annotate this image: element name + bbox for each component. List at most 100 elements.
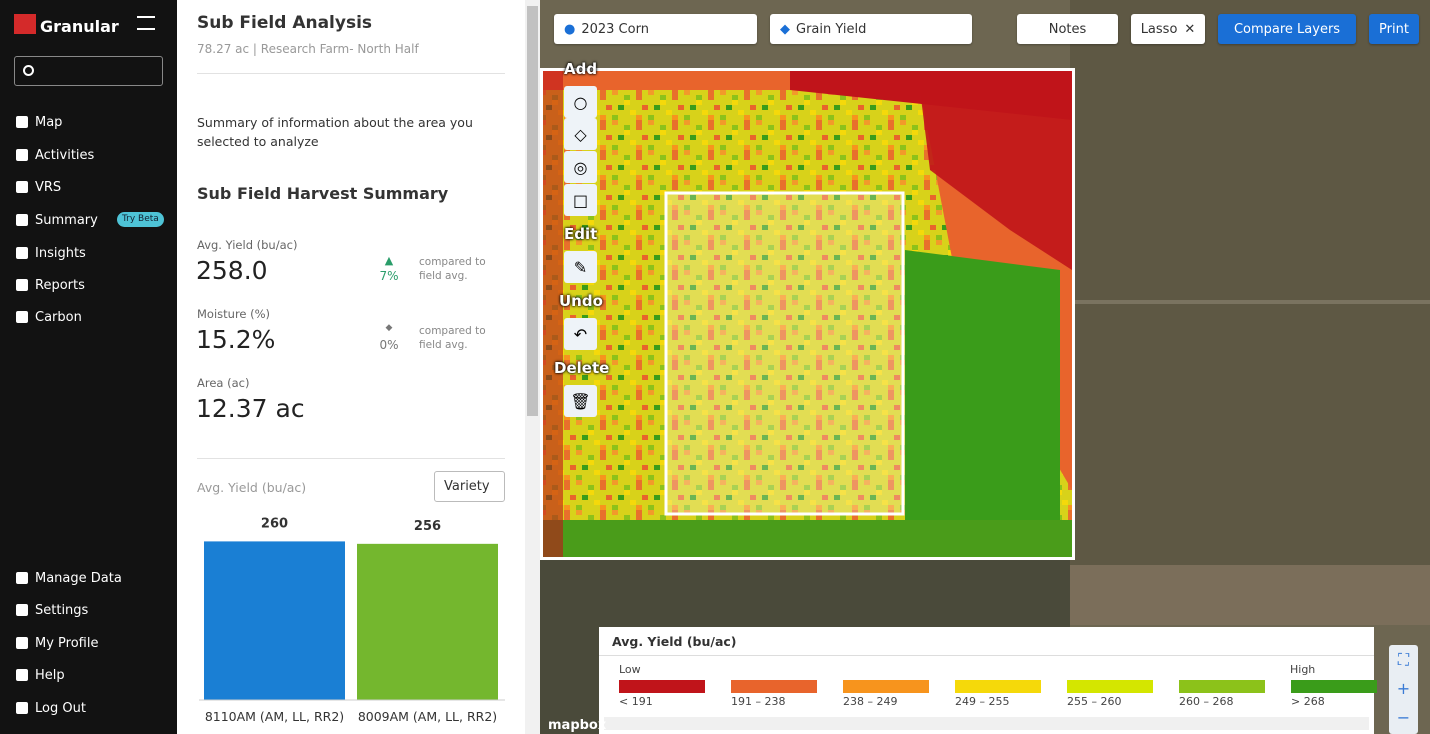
stat-value: 15.2%	[196, 325, 276, 354]
button-label: Compare Layers	[1233, 21, 1341, 37]
button-label: Print	[1379, 21, 1409, 37]
compare-button[interactable]: Compare Layers	[1218, 14, 1356, 44]
legend-label: 255 – 260	[1067, 695, 1122, 708]
collapse-button[interactable]	[137, 16, 155, 30]
nav-item[interactable]: Reports	[16, 275, 85, 295]
nav-item[interactable]: Insights	[16, 243, 86, 263]
nav-label: VRS	[35, 179, 62, 195]
divider	[197, 458, 505, 459]
value-label: 256	[414, 519, 441, 534]
category-label: 8009AM (AM, LL, RR2)	[358, 709, 497, 724]
legend-swatch	[619, 680, 705, 693]
stat-value: 12.37 ac	[196, 394, 305, 423]
polygon-tool[interactable]: ◇	[564, 118, 597, 150]
legend-swatch	[731, 680, 817, 693]
attribution: mapbox	[548, 718, 607, 733]
legend-scrollbar	[604, 717, 1369, 730]
undo-tool[interactable]: ↶	[564, 318, 597, 350]
legend-title: Avg. Yield (bu/ac)	[612, 634, 737, 649]
nav-icon	[16, 702, 28, 714]
layer-select[interactable]: ◆ Grain Yield	[770, 14, 972, 44]
map: ● 2023 Corn ◆ Grain Yield Notes Lasso ✕ Com…	[540, 0, 1430, 734]
sidebar: Granular Try Beta Map Activities VRS Summar…	[0, 0, 177, 734]
nav-item[interactable]: Activities	[16, 145, 94, 165]
nav-item[interactable]: VRS	[16, 177, 61, 197]
legend-label: 260 – 268	[1179, 695, 1234, 708]
nav-item[interactable]: Log Out	[16, 698, 86, 718]
legend-low: Low	[619, 663, 641, 676]
stat-value: 258.0	[196, 256, 268, 285]
legend-label: 191 – 238	[731, 695, 786, 708]
nav-label: Log Out	[35, 700, 86, 716]
nav-label: Carbon	[35, 309, 82, 325]
chart-title: Avg. Yield (bu/ac)	[197, 480, 307, 495]
notes-button[interactable]: Notes	[1017, 14, 1118, 44]
nav-item[interactable]: Manage Data	[16, 568, 122, 588]
crop-select[interactable]: ● 2023 Corn	[554, 14, 757, 44]
delete-tool[interactable]: 🗑	[564, 385, 597, 417]
brand: Granular	[40, 17, 119, 36]
nav-label: Help	[35, 667, 65, 683]
scroll-thumb[interactable]	[527, 6, 538, 416]
edit-tool[interactable]: ✎	[564, 251, 597, 283]
nav-icon	[16, 247, 28, 259]
legend-label: 238 – 249	[843, 695, 898, 708]
neutral-icon: ◆	[385, 323, 393, 333]
nav-icon	[16, 279, 28, 291]
legend-swatch	[955, 680, 1041, 693]
value-label: 260	[261, 516, 288, 531]
rectangle-tool[interactable]: □	[564, 184, 597, 216]
circle-tool[interactable]: ◎	[564, 151, 597, 183]
nav-item[interactable]: Settings	[16, 600, 88, 620]
nav-icon	[16, 149, 28, 161]
tool-group-label: Add	[564, 60, 598, 78]
legend-high: High	[1290, 663, 1316, 676]
button-label: Notes	[1048, 21, 1087, 37]
panel-subtitle: 78.27 ac | Research Farm- North Half	[197, 42, 419, 56]
stat-change: 7%	[379, 269, 399, 283]
bar	[204, 541, 345, 700]
dropdown-label: Variety	[444, 479, 490, 494]
zoom-controls: ⛶ + −	[1389, 645, 1418, 734]
print-button[interactable]: Print	[1369, 14, 1419, 44]
legend-swatch	[1179, 680, 1265, 693]
nav-label: My Profile	[35, 635, 99, 651]
nav-label: Reports	[35, 277, 85, 293]
up-arrow: ▲	[384, 254, 394, 267]
scrollbar	[525, 0, 540, 734]
divider	[197, 73, 505, 74]
stat-label: Moisture (%)	[197, 307, 271, 321]
description: Summary of information about the area yo…	[197, 115, 473, 149]
nav-label: Settings	[35, 602, 89, 618]
nav-item[interactable]: Carbon	[16, 307, 82, 327]
nav-item[interactable]: Help	[16, 665, 65, 685]
lasso-tool[interactable]: ○	[564, 86, 597, 118]
panel-title: Sub Field Analysis	[197, 13, 373, 33]
legend-swatch	[1067, 680, 1153, 693]
fit-button[interactable]: ⛶	[1397, 650, 1410, 669]
legend-swatch	[1291, 680, 1377, 693]
select-label: Grain Yield	[796, 21, 867, 37]
nav-icon	[16, 637, 28, 649]
nav-item[interactable]: My Profile	[16, 633, 98, 653]
chart-dropdown[interactable]: Variety	[434, 471, 505, 502]
map-imagery	[540, 0, 1430, 734]
nav-item[interactable]: Map	[16, 112, 62, 132]
search-box[interactable]	[14, 56, 163, 86]
legend: Avg. Yield (bu/ac) Low High < 191 191 – 2…	[599, 627, 1377, 734]
zoom-out[interactable]: −	[1396, 708, 1411, 727]
zoom-in[interactable]: +	[1396, 679, 1411, 698]
nav-icon	[16, 669, 28, 681]
lasso-button[interactable]: Lasso ✕	[1131, 14, 1205, 44]
select-label: 2023 Corn	[581, 21, 649, 37]
tool-group-label: Edit	[564, 225, 598, 243]
legend-swatch	[843, 680, 929, 693]
nav-label: Activities	[35, 147, 95, 163]
bar	[357, 543, 498, 700]
nav-label: Manage Data	[35, 570, 122, 586]
nav-item[interactable]: Summary	[16, 210, 98, 230]
stat-change: 0%	[379, 338, 399, 352]
stat-note: compared to field avg.	[419, 325, 486, 351]
button-label: Lasso	[1140, 21, 1178, 37]
